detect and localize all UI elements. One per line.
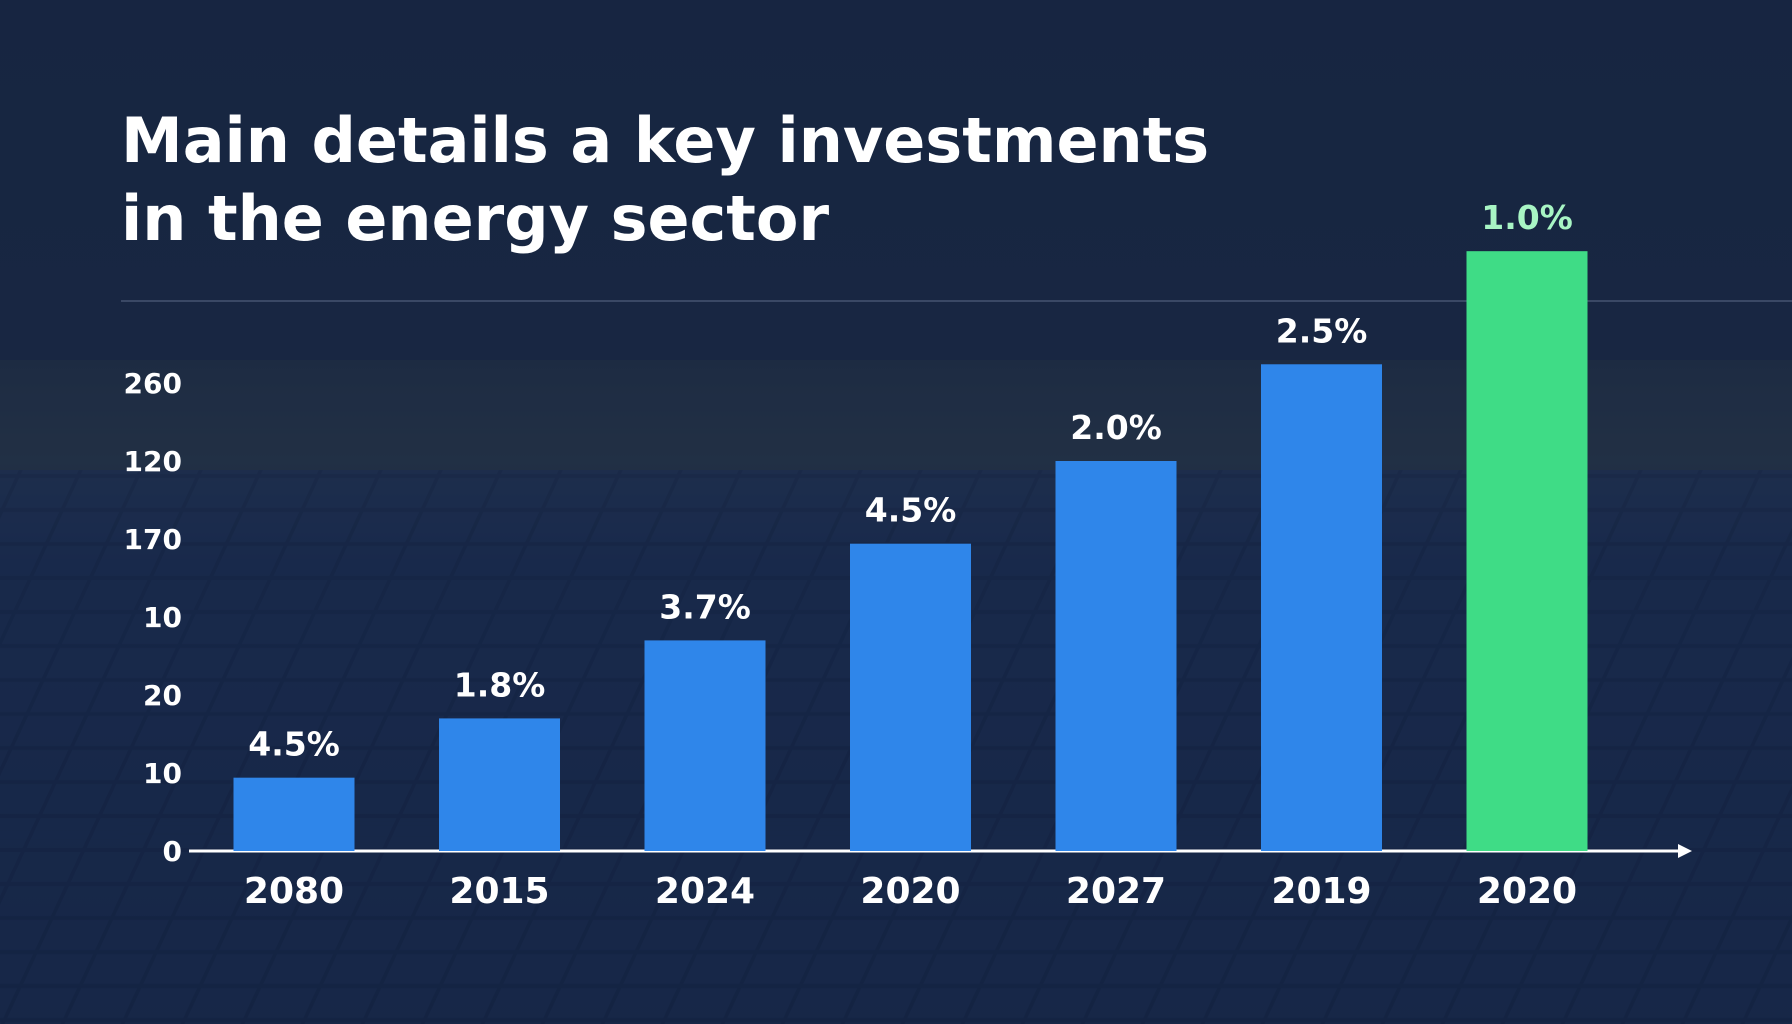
bar: [850, 543, 971, 851]
y-tick-label: 170: [124, 523, 182, 556]
bar-label: 1.8%: [454, 665, 546, 704]
bar: [644, 640, 766, 851]
x-tick-label: 2080: [244, 871, 344, 912]
x-tick-label: 2020: [1477, 871, 1577, 912]
x-tick-label: 2015: [449, 871, 549, 912]
x-tick-label: 2024: [655, 871, 755, 912]
y-tick-label: 120: [124, 445, 182, 478]
y-tick-label: 10: [143, 601, 182, 634]
x-tick-label: 2019: [1271, 871, 1371, 912]
bar: [439, 718, 560, 851]
x-tick-label: 2027: [1066, 871, 1166, 912]
bar-label: 3.7%: [659, 587, 751, 626]
chart-title: Main details a key investments: [121, 104, 1209, 177]
bar-label: 1.0%: [1481, 198, 1573, 237]
x-axis-arrow: [1678, 844, 1692, 858]
y-tick-label: 20: [143, 679, 182, 712]
y-tick-label: 260: [124, 367, 182, 400]
bar-label: 4.5%: [865, 491, 957, 530]
x-tick-label: 2020: [860, 871, 960, 912]
bar-label: 2.5%: [1276, 311, 1368, 350]
bar: [1055, 461, 1177, 851]
bar: [233, 777, 355, 851]
bar-label: 2.0%: [1070, 408, 1162, 447]
bar-label: 4.5%: [248, 725, 340, 764]
bar: [1466, 251, 1588, 851]
bar: [1261, 364, 1382, 851]
chart-title: in the energy sector: [121, 182, 830, 255]
y-tick-label: 0: [163, 835, 182, 868]
y-tick-label: 10: [143, 757, 182, 790]
